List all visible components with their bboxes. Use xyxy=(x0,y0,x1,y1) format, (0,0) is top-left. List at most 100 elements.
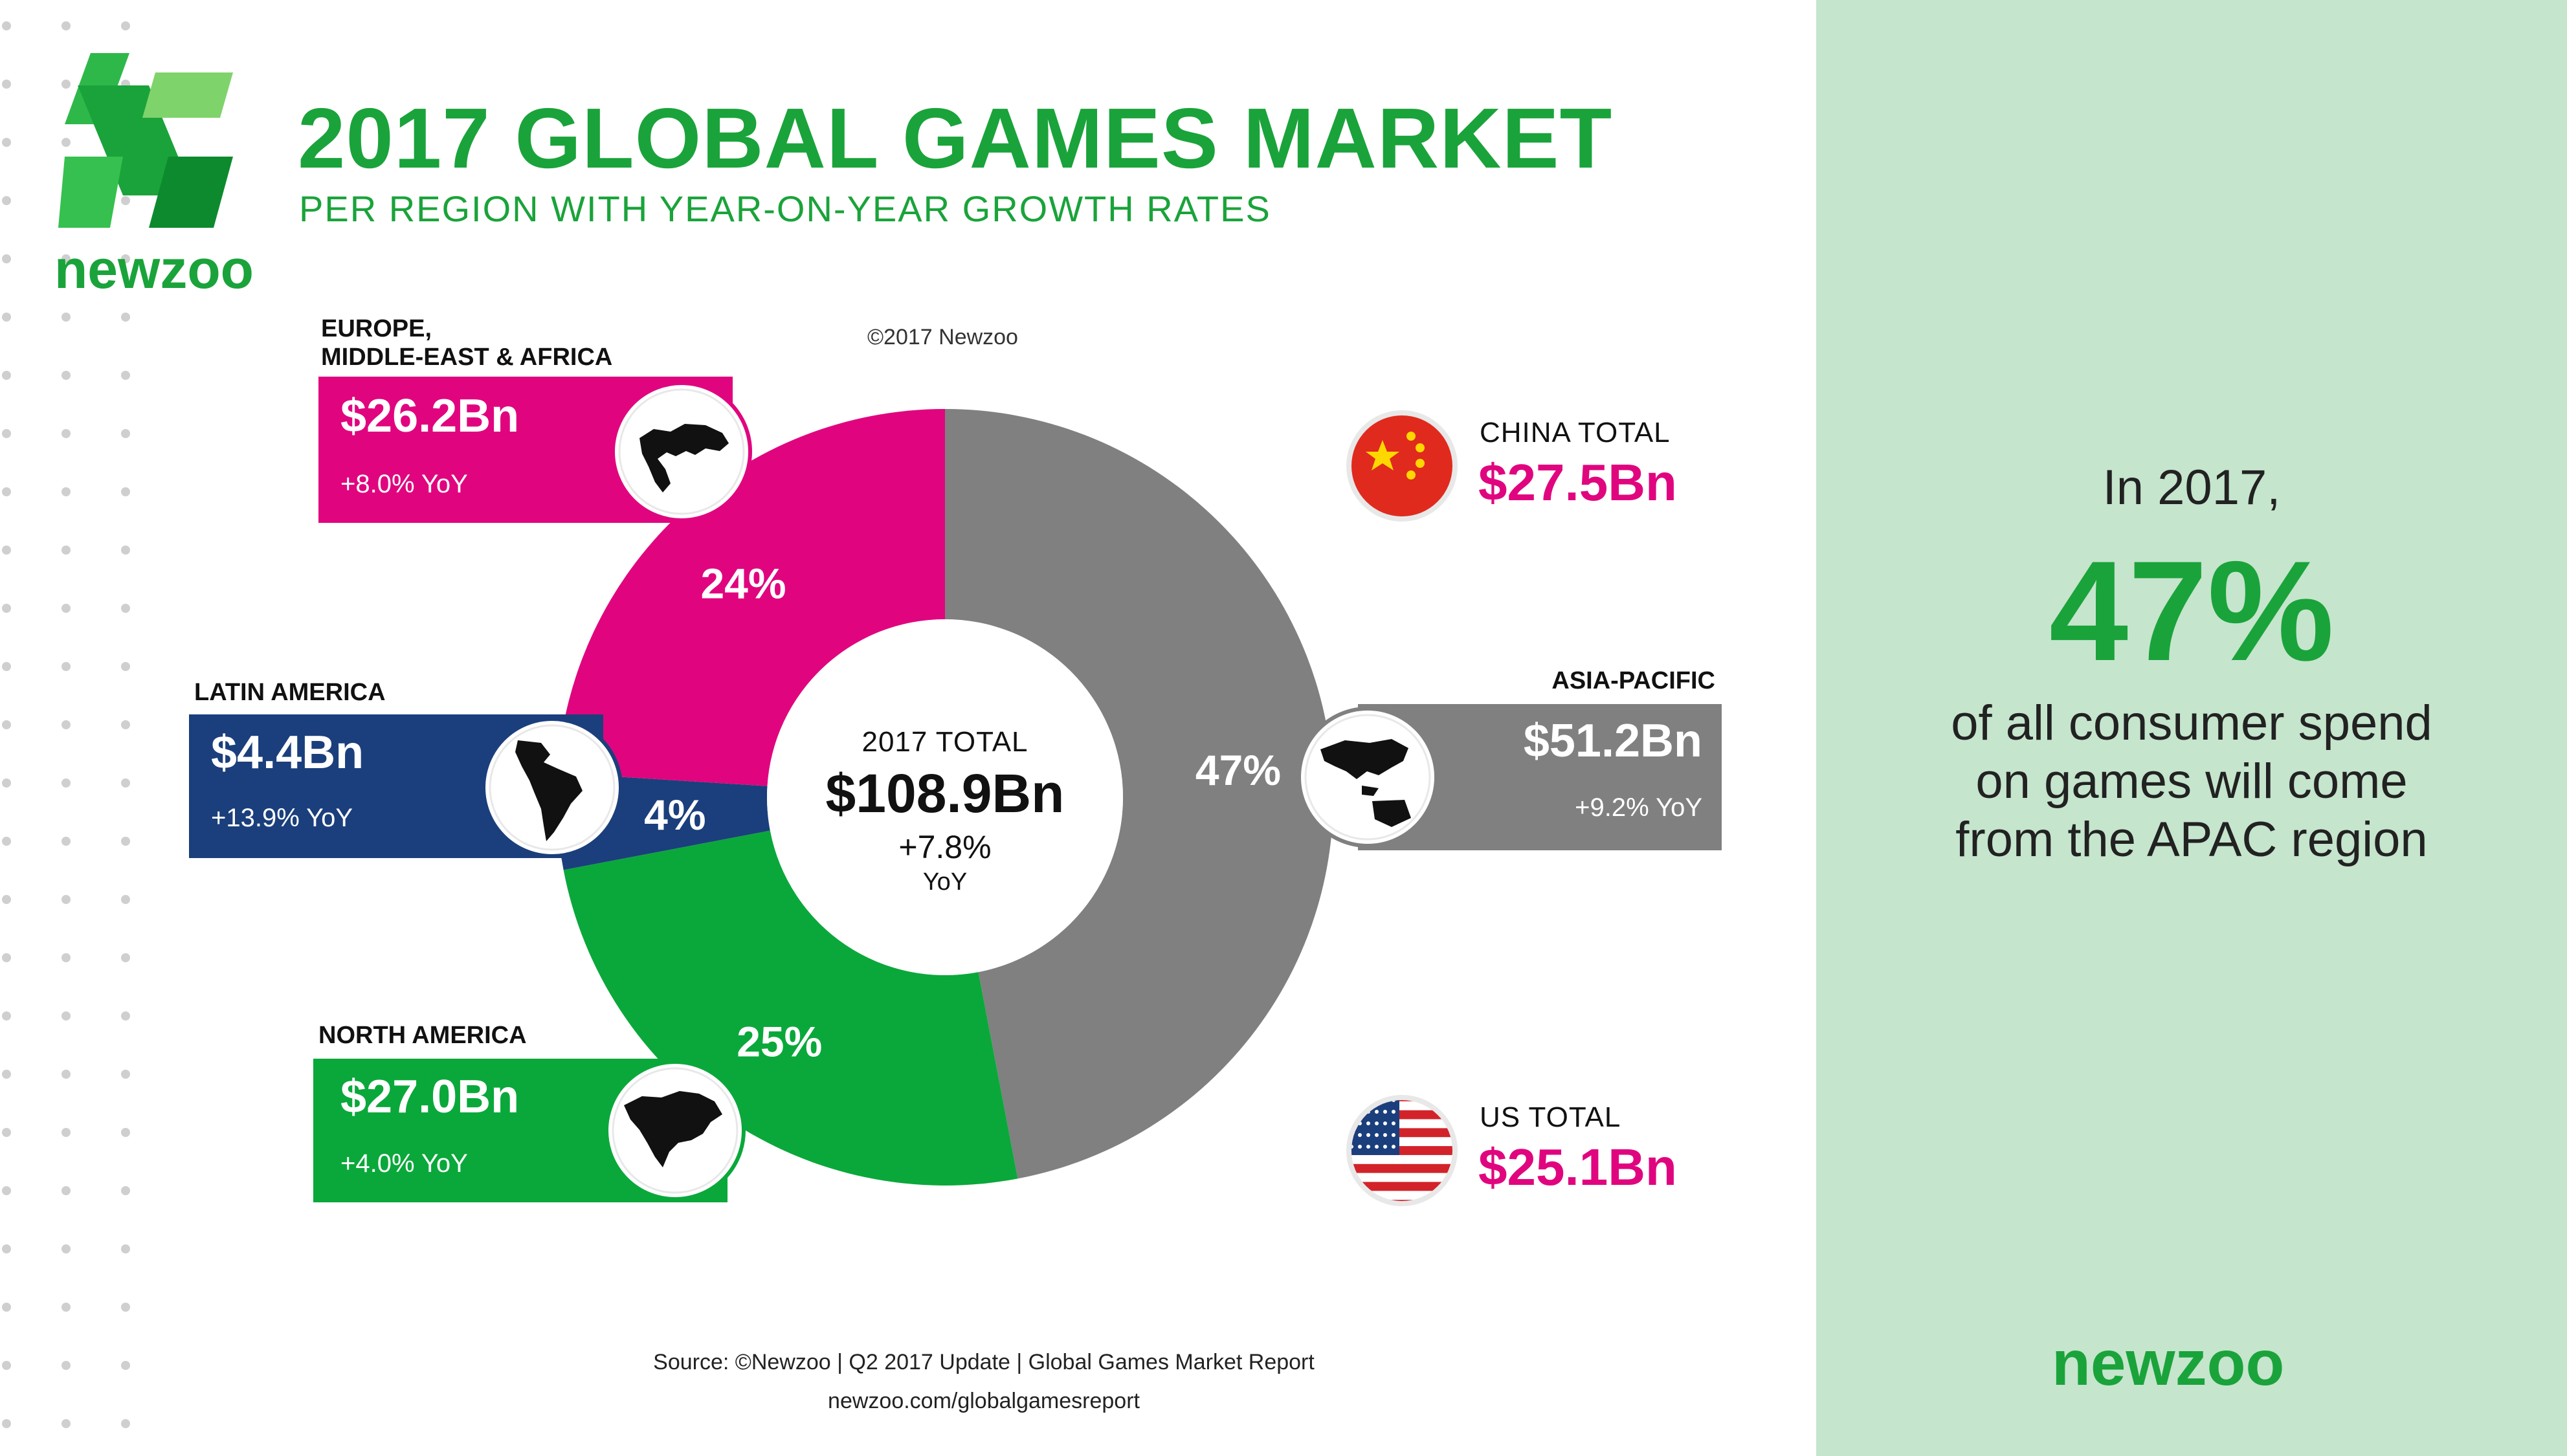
flag-star xyxy=(1392,1110,1395,1114)
decor-dot xyxy=(61,1361,71,1370)
decor-dot xyxy=(2,313,11,322)
decor-dot xyxy=(2,604,11,613)
decor-dot xyxy=(61,138,71,147)
decor-dot xyxy=(2,429,11,438)
flag-star xyxy=(1392,1133,1395,1137)
us-flag-icon xyxy=(1346,1095,1458,1206)
flag-star xyxy=(1392,1145,1395,1149)
insight-highlight: 47% xyxy=(2049,531,2335,690)
decor-dot xyxy=(121,313,130,322)
decor-dot xyxy=(2,254,11,263)
apac-yoy: +9.2% YoY xyxy=(1575,793,1702,822)
decor-dot xyxy=(121,254,130,263)
footer-wordmark: newzoo xyxy=(2052,1327,2285,1398)
decor-dot xyxy=(61,1186,71,1195)
flag-star xyxy=(1366,1145,1370,1149)
decor-dot xyxy=(2,953,11,962)
center-growth: +7.8% xyxy=(898,829,992,865)
slice-label-apac: 47% xyxy=(1195,746,1281,794)
slice-label-emea: 24% xyxy=(700,559,786,607)
decor-dot xyxy=(121,662,130,671)
decor-dot xyxy=(2,487,11,496)
decor-dot xyxy=(121,196,130,205)
flag-star xyxy=(1375,1145,1379,1149)
donut-slice-emea xyxy=(557,409,945,786)
us-total-label: US TOTAL xyxy=(1480,1101,1621,1133)
decor-dot xyxy=(61,1070,71,1079)
emea-region-label: EUROPE, MIDDLE-EAST & AFRICA xyxy=(321,314,612,371)
decor-dot xyxy=(121,21,130,30)
donut-chart: 47% 25% 4% 24% xyxy=(557,409,1334,1186)
decor-dot xyxy=(2,1244,11,1253)
latam-yoy: +13.9% YoY xyxy=(211,804,353,832)
emea-yoy: +8.0% YoY xyxy=(340,470,468,498)
flag-star xyxy=(1383,1133,1387,1137)
decor-dot xyxy=(61,837,71,846)
decor-dot xyxy=(121,837,130,846)
flag-star xyxy=(1366,1100,1370,1102)
asia-pacific-map-icon xyxy=(1297,707,1438,848)
decor-dot xyxy=(121,546,130,555)
decor-dot xyxy=(61,895,71,904)
flag-star xyxy=(1358,1145,1362,1149)
decor-dot xyxy=(121,720,130,729)
flag-stripe xyxy=(1351,1164,1452,1173)
north-america-map-icon xyxy=(605,1060,746,1201)
flag-star xyxy=(1351,1100,1353,1102)
decor-dot xyxy=(2,662,11,671)
decor-dot xyxy=(61,1244,71,1253)
flag-star xyxy=(1392,1121,1395,1125)
decor-dot xyxy=(121,778,130,788)
decor-dot xyxy=(2,720,11,729)
decor-dot xyxy=(2,778,11,788)
decor-dot xyxy=(61,604,71,613)
decor-dot xyxy=(61,1011,71,1020)
decor-dot xyxy=(121,604,130,613)
flag-star xyxy=(1358,1133,1362,1137)
decor-dot xyxy=(2,21,11,30)
decor-dot xyxy=(61,21,71,30)
latam-region-label: LATIN AMERICA xyxy=(194,679,386,706)
donut-slice-apac xyxy=(945,409,1334,1179)
decor-dot xyxy=(2,196,11,205)
decor-dot xyxy=(121,1303,130,1312)
na-region-label: NORTH AMERICA xyxy=(318,1022,527,1049)
decor-dot xyxy=(2,371,11,380)
center-total-label: 2017 TOTAL xyxy=(861,726,1028,758)
flag-star xyxy=(1375,1121,1379,1125)
flag-star xyxy=(1351,1145,1353,1149)
decor-dot xyxy=(61,313,71,322)
europe-africa-map-icon xyxy=(611,381,752,522)
decor-dot xyxy=(2,1419,11,1428)
decor-dot xyxy=(2,837,11,846)
decor-dot xyxy=(61,254,71,263)
us-total-value: $25.1Bn xyxy=(1478,1138,1677,1196)
decor-dot xyxy=(121,1419,130,1428)
china-flag-icon xyxy=(1346,410,1458,522)
decor-dot xyxy=(2,1011,11,1020)
decor-dot xyxy=(121,1361,130,1370)
decor-dot xyxy=(121,487,130,496)
insight-panel xyxy=(1816,0,2567,1456)
insight-line2: of all consumer spend xyxy=(1951,696,2432,751)
slice-label-latam: 4% xyxy=(644,791,706,839)
decor-dot xyxy=(121,1244,130,1253)
page-title: 2017 GLOBAL GAMES MARKET xyxy=(298,91,1613,186)
dot-grid-decoration xyxy=(2,21,130,1428)
decor-dot xyxy=(121,1186,130,1195)
decor-dot xyxy=(61,720,71,729)
na-value: $27.0Bn xyxy=(340,1071,520,1123)
flag-star xyxy=(1383,1121,1387,1125)
source-url: newzoo.com/globalgamesreport xyxy=(828,1389,1140,1413)
china-total-label: CHINA TOTAL xyxy=(1480,417,1671,448)
decor-dot xyxy=(121,953,130,962)
insight-line3: on games will come xyxy=(1975,754,2408,809)
latam-value: $4.4Bn xyxy=(211,727,364,778)
decor-dot xyxy=(121,371,130,380)
decor-dot xyxy=(2,1361,11,1370)
decor-dot xyxy=(61,487,71,496)
decor-dot xyxy=(61,429,71,438)
decor-dot xyxy=(2,138,11,147)
decor-dot xyxy=(2,1186,11,1195)
center-total-value: $108.9Bn xyxy=(825,763,1065,824)
